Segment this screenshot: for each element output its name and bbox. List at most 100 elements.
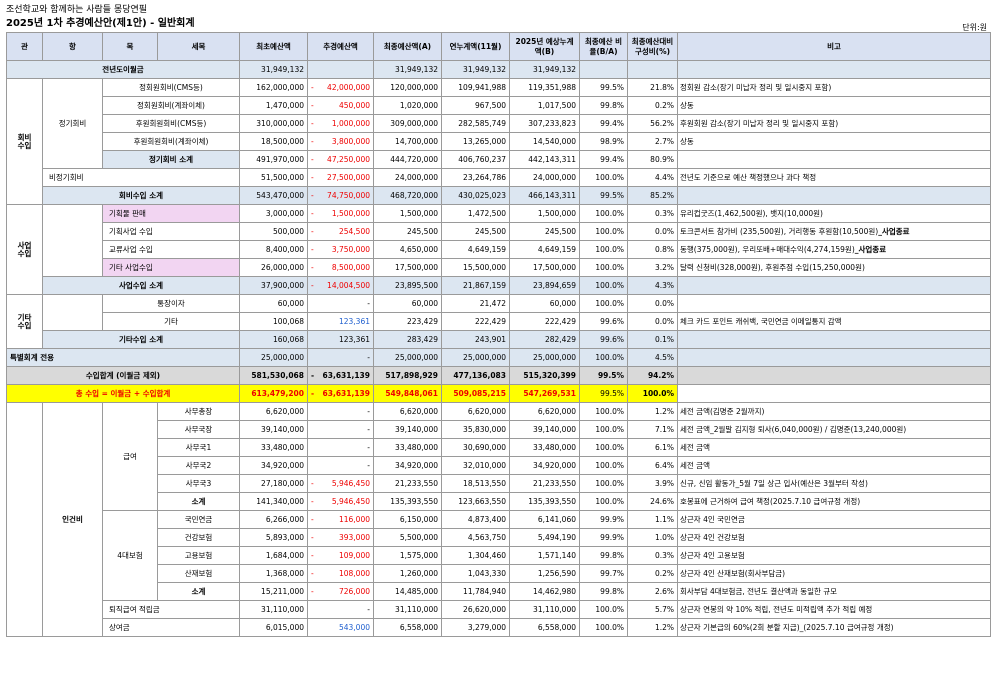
cell-supplementary: - 74,750,000 (307, 186, 374, 205)
cell-cumulative: 1,043,330 (441, 564, 510, 583)
gwan-other: 기타 수입 (6, 294, 43, 349)
cell-initial: 6,015,000 (239, 618, 308, 637)
cell-final: 6,620,000 (373, 402, 442, 421)
cell-final: 120,000,000 (373, 78, 442, 97)
hang-personnel: 인건비 (42, 402, 103, 637)
cell-initial: 34,920,000 (239, 456, 308, 475)
cell-initial: 162,000,000 (239, 78, 308, 97)
cell-cumulative: 245,500 (441, 222, 510, 241)
cell-final: 1,020,000 (373, 96, 442, 115)
cell-cumulative: 11,784,940 (441, 582, 510, 601)
minus-sign: - (311, 532, 314, 542)
cell-remarks: 신규, 신임 활동가_5월 7일 상근 입사(예산은 3월부터 작성) (677, 474, 991, 493)
cell-composition: 0.0% (627, 294, 678, 313)
dash: - (367, 352, 370, 362)
minus-sign: - (311, 82, 314, 92)
cell-final: 6,558,000 (373, 618, 442, 637)
cell-cumulative: 282,585,749 (441, 114, 510, 133)
row-label: 통장이자 (102, 294, 240, 313)
cell-supplementary: - (307, 294, 374, 313)
remarks-text: 토크콘서트 참가비 (235,500원), 거리행동 후원함(10,500원) (680, 226, 879, 236)
cell-cumulative: 4,873,400 (441, 510, 510, 529)
cell-initial: 5,893,000 (239, 528, 308, 547)
cell-cumulative: 26,620,000 (441, 600, 510, 619)
cell-expected: 21,233,550 (509, 474, 580, 493)
cell-expected: 34,920,000 (509, 456, 580, 475)
cell-ratio: 100.0% (579, 348, 628, 367)
cell-supplementary: - 27,500,000 (307, 168, 374, 187)
cell-cumulative: 4,563,750 (441, 528, 510, 547)
cell-ratio: 100.0% (579, 222, 628, 241)
cell-remarks: 유리컵굿즈(1,462,500원), 뱃지(10,000원) (677, 204, 991, 223)
cell-initial: 1,684,000 (239, 546, 308, 565)
table-row: 사무국1 33,480,000 - 33,480,000 30,690,000 … (7, 438, 991, 457)
minus-sign: - (311, 514, 314, 524)
cell-cumulative: 18,513,550 (441, 474, 510, 493)
cell-cumulative: 31,949,132 (441, 60, 510, 79)
dash: - (367, 442, 370, 452)
cell-final: 17,500,000 (373, 258, 442, 277)
table-row-subtotal: 회비수입 소계 543,470,000 - 74,750,000 468,720,… (6, 186, 991, 205)
cell-initial: 3,000,000 (239, 204, 308, 223)
cell-composition: 0.3% (627, 204, 678, 223)
cell-remarks: 세전 금액 (677, 456, 991, 475)
cell-ratio: 100.0% (579, 420, 628, 439)
col-hang: 항 (42, 32, 103, 61)
cell-ratio: 100.0% (579, 276, 628, 295)
cell-expected: 6,620,000 (509, 402, 580, 421)
gwan-label: 회비 수입 (17, 132, 32, 150)
cell-initial: 51,500,000 (239, 168, 308, 187)
cell-expected: 1,017,500 (509, 96, 580, 115)
hang-regular: 정기회비 (42, 78, 103, 169)
dash: - (367, 298, 370, 308)
table-row: 비정기회비 51,500,000 -27,500,000 24,000,000 … (7, 168, 991, 187)
cell-supplementary: - (307, 600, 374, 619)
cell-expected: 14,540,000 (509, 132, 580, 151)
cell-initial: 25,000,000 (239, 348, 308, 367)
cell-composition (627, 60, 678, 79)
cell-initial: 6,620,000 (239, 402, 308, 421)
value: 27,500,000 (327, 172, 370, 182)
row-label: 회비수입 소계 (42, 186, 240, 205)
cell-remarks: 후원회원 감소(장기 미납자 정리 및 일시중지 포함) (677, 114, 991, 133)
cell-cumulative: 23,264,786 (441, 168, 510, 187)
row-label: 소계 (157, 582, 240, 601)
cell-final: 135,393,550 (373, 492, 442, 511)
cell-composition: 4.3% (627, 276, 678, 295)
cell-supplementary: - 108,000 (307, 564, 374, 583)
cell-supplementary: - 3,800,000 (307, 132, 374, 151)
cell-expected: 515,320,399 (509, 366, 580, 385)
cell-remarks: 달력 신청비(328,000원), 후원주점 수입(15,250,000원) (677, 258, 991, 277)
cell-remarks (677, 186, 991, 205)
cell-ratio: 99.5% (579, 384, 628, 403)
cell-ratio: 100.0% (579, 600, 628, 619)
cell-final: 245,500 (373, 222, 442, 241)
dash: - (367, 604, 370, 614)
value: 726,000 (338, 586, 370, 596)
gwan-label: 기타 수입 (17, 312, 32, 330)
cell-ratio: 99.4% (579, 114, 628, 133)
table-row: 사무국장 39,140,000 - 39,140,000 35,830,000 … (7, 420, 991, 439)
cell-remarks: 전년도 기준으로 예산 책정했으나 과다 책정 (677, 168, 991, 187)
cell-initial: 491,970,000 (239, 150, 308, 169)
cell-ratio: 100.0% (579, 492, 628, 511)
cell-expected: 135,393,550 (509, 492, 580, 511)
cell-initial: 39,140,000 (239, 420, 308, 439)
cell-composition: 4.5% (627, 348, 678, 367)
cell-final: 25,000,000 (373, 348, 442, 367)
row-label: 정회원회비(계좌이체) (102, 96, 240, 115)
cell-final: 14,700,000 (373, 132, 442, 151)
value: 1,500,000 (331, 208, 370, 218)
table-row: 건강보험 5,893,000 - 393,000 5,500,000 4,563,… (7, 528, 991, 547)
minus-sign: - (311, 208, 314, 218)
cell-composition: 2.6% (627, 582, 678, 601)
cell-composition: 2.7% (627, 132, 678, 151)
cell-composition: 1.2% (627, 402, 678, 421)
cell-composition: 24.6% (627, 492, 678, 511)
cell-ratio: 100.0% (579, 294, 628, 313)
row-label: 소계 (157, 492, 240, 511)
value: 393,000 (338, 532, 370, 542)
cell-composition: 7.1% (627, 420, 678, 439)
minus-sign: - (311, 262, 314, 272)
cell-supplementary: 123,361 (307, 330, 374, 349)
